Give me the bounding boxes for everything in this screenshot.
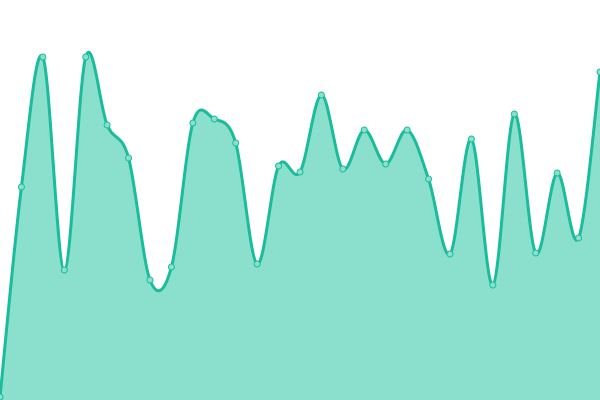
- data-point-6: [125, 154, 133, 162]
- data-point-15: [317, 91, 325, 99]
- data-point-24: [510, 110, 518, 118]
- data-point-27: [575, 234, 583, 242]
- data-point-22: [467, 135, 475, 143]
- area-fill: [0, 52, 600, 400]
- data-point-8: [167, 263, 175, 271]
- data-point-5: [103, 121, 111, 129]
- data-point-4: [82, 53, 90, 61]
- data-point-1: [17, 183, 25, 191]
- data-point-2: [39, 53, 47, 61]
- data-point-3: [60, 266, 68, 274]
- data-point-16: [339, 165, 347, 173]
- data-point-20: [425, 175, 433, 183]
- data-point-11: [232, 139, 240, 147]
- data-point-28: [596, 68, 600, 76]
- data-point-7: [146, 276, 154, 284]
- data-point-23: [489, 281, 497, 289]
- data-markers: [0, 53, 600, 400]
- data-point-25: [532, 249, 540, 257]
- data-point-10: [210, 115, 218, 123]
- series-line: [0, 51, 600, 398]
- data-point-12: [253, 260, 261, 268]
- data-point-9: [189, 119, 197, 127]
- data-point-19: [403, 126, 411, 134]
- data-point-0: [0, 393, 4, 400]
- data-point-26: [553, 169, 561, 177]
- data-point-21: [446, 250, 454, 258]
- data-point-14: [296, 168, 304, 176]
- data-point-18: [382, 160, 390, 168]
- data-point-17: [360, 126, 368, 134]
- data-point-13: [275, 162, 283, 170]
